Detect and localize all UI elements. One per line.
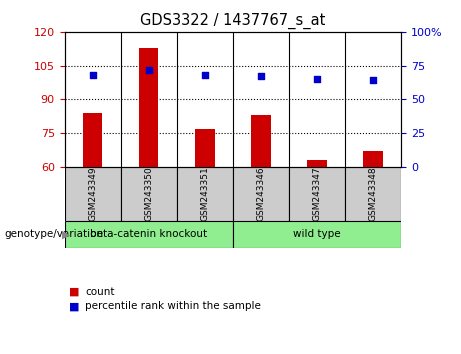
Text: GSM243347: GSM243347 [313, 166, 321, 221]
Bar [233, 167, 289, 221]
Bar [345, 167, 401, 221]
Bar [307, 160, 327, 167]
Point [369, 78, 377, 83]
Bar [139, 47, 159, 167]
Bar [65, 221, 233, 248]
Text: count: count [85, 287, 115, 297]
Bar [195, 129, 214, 167]
Bar [251, 115, 271, 167]
Point [201, 72, 208, 78]
Bar [177, 167, 233, 221]
Bar [233, 221, 401, 248]
Bar [83, 113, 102, 167]
Text: ■: ■ [69, 287, 80, 297]
Text: GSM243349: GSM243349 [88, 166, 97, 221]
Text: wild type: wild type [293, 229, 341, 239]
Title: GDS3322 / 1437767_s_at: GDS3322 / 1437767_s_at [140, 13, 325, 29]
Text: beta-catenin knockout: beta-catenin knockout [90, 229, 207, 239]
Bar [363, 151, 383, 167]
Text: ■: ■ [69, 301, 80, 311]
Text: percentile rank within the sample: percentile rank within the sample [85, 301, 261, 311]
Bar [65, 167, 121, 221]
Bar [289, 167, 345, 221]
Point [313, 76, 321, 82]
Point [257, 74, 265, 79]
Text: GSM243351: GSM243351 [200, 166, 209, 221]
Text: ▶: ▶ [62, 229, 71, 239]
Text: GSM243346: GSM243346 [256, 166, 266, 221]
Point [145, 67, 152, 73]
Bar [121, 167, 177, 221]
Point [89, 72, 96, 78]
Text: GSM243348: GSM243348 [368, 166, 378, 221]
Text: GSM243350: GSM243350 [144, 166, 153, 221]
Text: genotype/variation: genotype/variation [5, 229, 104, 239]
